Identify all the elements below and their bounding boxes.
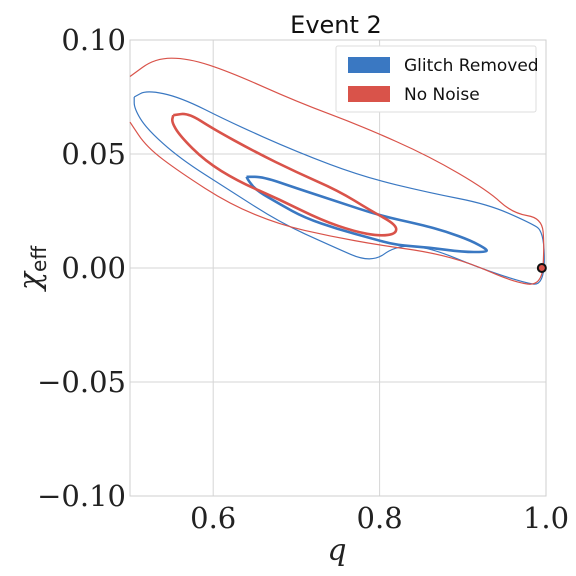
y-axis-label-sub: eff bbox=[27, 245, 51, 272]
y-tick-label: 0.10 bbox=[61, 23, 126, 57]
no-noise-outer-contour bbox=[129, 57, 545, 285]
chart-title: Event 2 bbox=[290, 11, 382, 39]
legend-label-glitch-removed: Glitch Removed bbox=[404, 56, 539, 76]
contours bbox=[129, 57, 547, 285]
y-tick-label: 0.00 bbox=[61, 251, 126, 285]
true-value-marker bbox=[536, 263, 547, 273]
glitch-removed-inner-contour bbox=[245, 175, 488, 254]
no-noise-inner-contour bbox=[170, 112, 398, 237]
x-tick-label: 0.8 bbox=[357, 501, 403, 535]
y-tick-label: 0.05 bbox=[61, 137, 126, 171]
x-axis-label: q bbox=[327, 533, 346, 568]
y-tick-label: −0.10 bbox=[37, 479, 126, 513]
tick-labels: 0.6 0.8 1.0 0.10 0.05 0.00 −0.05 −0.10 bbox=[37, 23, 569, 535]
legend-label-no-noise: No Noise bbox=[404, 85, 480, 105]
y-tick-label: −0.05 bbox=[37, 365, 126, 399]
legend-swatch-no-noise bbox=[348, 86, 390, 102]
legend-swatch-glitch-removed bbox=[348, 57, 390, 73]
x-tick-label: 0.6 bbox=[190, 501, 236, 535]
y-axis-label-main: χ bbox=[13, 270, 48, 292]
legend: Glitch Removed No Noise bbox=[335, 45, 539, 113]
x-tick-label: 1.0 bbox=[523, 501, 569, 535]
y-axis-label: χeff bbox=[13, 245, 51, 292]
